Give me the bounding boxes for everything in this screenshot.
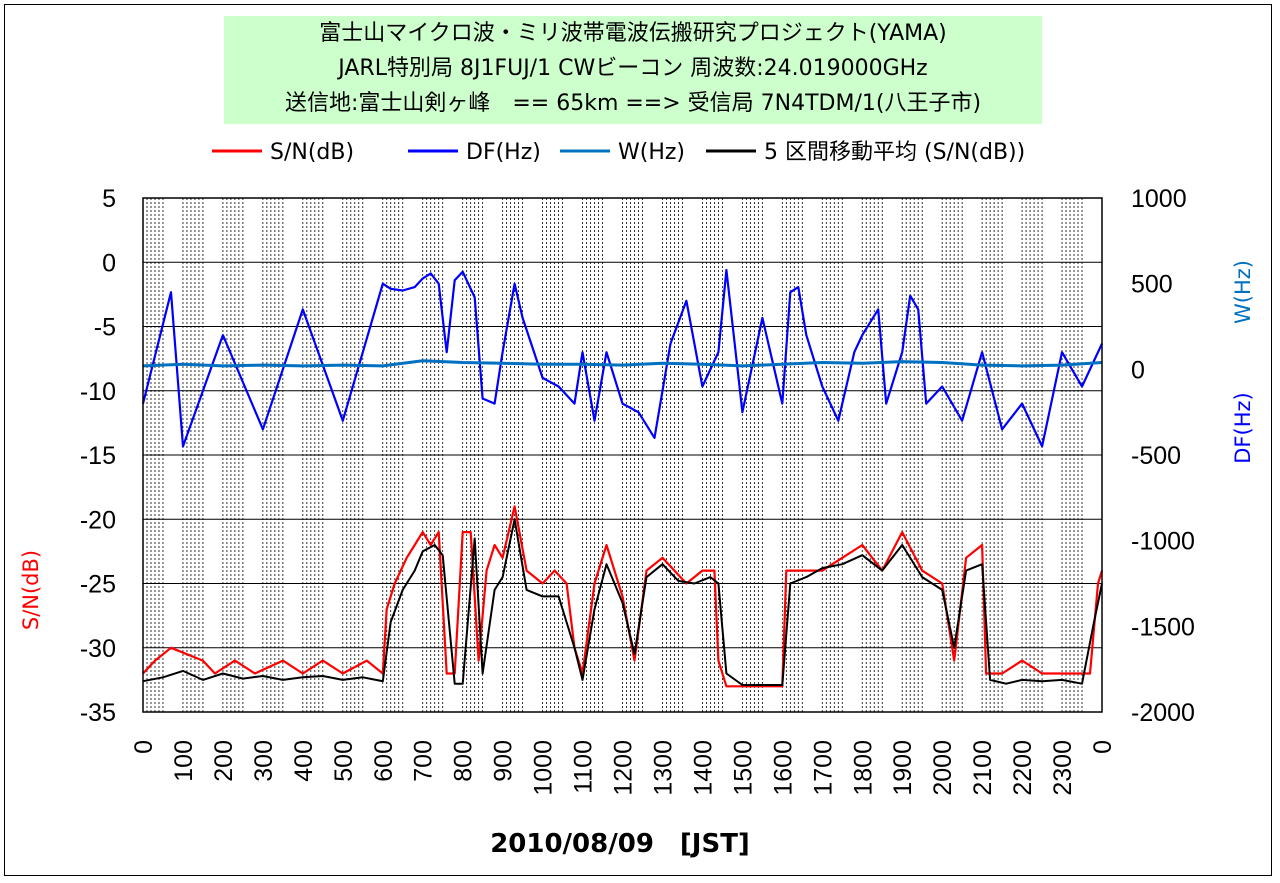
y-left-tick-label: -20 [80, 506, 116, 534]
x-tick-label: 800 [450, 740, 478, 782]
y-right-tick-label: 500 [1131, 271, 1173, 299]
chart-frame [4, 4, 1272, 876]
title-line-path: 送信地:富士山剣ヶ峰 == 65km ==> 受信局 7N4TDM/1(八王子市… [284, 91, 982, 116]
x-tick-label: 1400 [689, 740, 717, 796]
axis-layer: 50-5-10-15-20-25-30-3510005000-500-1000-… [19, 185, 1255, 796]
y-right-tick-label: -1000 [1131, 528, 1195, 556]
x-tick-label: 2300 [1049, 740, 1077, 796]
series-line [141, 268, 1103, 448]
x-tick-label: 1700 [809, 740, 837, 796]
x-tick-label: 200 [210, 740, 238, 782]
y-left-tick-label: -10 [80, 378, 116, 406]
y-right-tick-label: 0 [1131, 356, 1145, 384]
y-left-tick-label: -35 [80, 699, 116, 727]
chart-title-box: 富士山マイクロ波・ミリ波帯電波伝搬研究プロジェクト(YAMA) JARL特別局 … [224, 16, 1042, 124]
x-tick-label: 1100 [570, 740, 598, 794]
x-axis-title: 2010/08/09 [JST] [490, 829, 750, 859]
legend-label: S/N(dB) [270, 140, 354, 165]
x-tick-label: 1200 [610, 740, 638, 796]
x-tick-label: 900 [490, 740, 518, 782]
y-right-tick-label: 1000 [1131, 185, 1187, 213]
y-right-axis-title-df: DF(Hz) [1231, 392, 1255, 463]
y-left-tick-label: -30 [80, 635, 116, 663]
grid-layer [143, 197, 1102, 713]
y-left-tick-label: 0 [102, 249, 116, 277]
series-line [142, 505, 1104, 688]
x-tick-label: 1900 [889, 740, 917, 796]
series-line [142, 359, 1103, 368]
y-right-axis-title-w: W(Hz) [1231, 260, 1255, 324]
y-right-tick-label: -2000 [1131, 699, 1195, 727]
y-left-tick-label: -25 [80, 571, 116, 599]
x-tick-label: 300 [250, 740, 278, 782]
legend-layer: S/N(dB) DF(Hz) W(Hz) 5 区間移動平均 (S/N(dB)) [212, 140, 1025, 165]
x-tick-label: 100 [170, 740, 198, 782]
plot-area-border [142, 197, 1103, 713]
legend-label: W(Hz) [618, 140, 685, 165]
x-tick-label: 0 [1089, 740, 1117, 754]
x-tick-label: 1800 [849, 740, 877, 796]
x-tick-label: 0 [130, 740, 158, 754]
x-tick-label: 1000 [530, 740, 558, 796]
x-tick-label: 1300 [649, 740, 677, 796]
series-layer [141, 268, 1104, 688]
x-tick-label: 1500 [729, 740, 757, 796]
y-left-tick-label: -5 [94, 314, 116, 342]
y-left-tick-label: -15 [80, 442, 116, 470]
y-right-tick-label: -500 [1131, 442, 1181, 470]
y-left-axis-title: S/N(dB) [19, 550, 43, 630]
x-tick-label: 400 [290, 740, 318, 782]
title-line-project: 富士山マイクロ波・ミリ波帯電波伝搬研究プロジェクト(YAMA) [319, 21, 947, 46]
y-right-tick-label: -1500 [1131, 613, 1195, 641]
y-left-tick-label: 5 [102, 185, 116, 213]
series-line [142, 518, 1103, 686]
title-line-station: JARL特別局 8J1FUJ/1 CWビーコン 周波数:24.019000GHz [338, 56, 928, 81]
x-tick-label: 2200 [1009, 740, 1037, 796]
x-tick-label: 2000 [929, 740, 957, 796]
x-tick-label: 1600 [769, 740, 797, 796]
x-tick-label: 2100 [969, 740, 997, 796]
x-tick-label: 600 [370, 740, 398, 782]
legend-label: DF(Hz) [466, 140, 541, 165]
x-tick-label: 700 [410, 740, 438, 782]
legend-label: 5 区間移動平均 (S/N(dB)) [764, 140, 1025, 165]
x-tick-label: 500 [330, 740, 358, 782]
